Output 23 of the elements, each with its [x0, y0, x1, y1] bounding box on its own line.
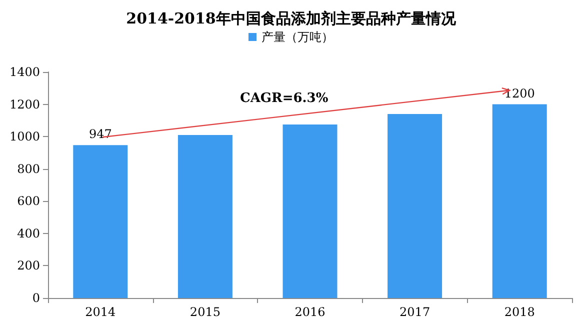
y-tick-label: 0 [32, 291, 40, 305]
data-label: 1200 [504, 86, 535, 100]
chart-title: 2014-2018年中国食品添加剂主要品种产量情况 [126, 10, 457, 28]
y-tick-label: 1200 [9, 97, 40, 112]
y-tick-label: 600 [17, 194, 40, 208]
bar [492, 104, 547, 298]
annotation: CAGR=6.3% [240, 91, 329, 106]
x-tick-label: 2017 [400, 305, 430, 319]
x-tick-label: 2016 [294, 305, 326, 319]
y-tick-label: 400 [17, 226, 40, 240]
y-tick-label: 800 [17, 162, 40, 176]
y-tick-label: 1400 [9, 65, 40, 79]
y-tick-label: 200 [17, 258, 40, 273]
x-tick-label: 2018 [504, 305, 535, 319]
bar [178, 134, 232, 298]
x-tick-label: 2015 [190, 305, 220, 319]
bar [73, 145, 128, 298]
bar [388, 114, 442, 298]
data-label: 947 [88, 127, 112, 142]
x-tick-label: 2014 [85, 305, 116, 319]
legend-label: 产量（万吨） [262, 30, 334, 44]
bar [282, 124, 338, 298]
y-tick-label: 1000 [9, 130, 40, 144]
